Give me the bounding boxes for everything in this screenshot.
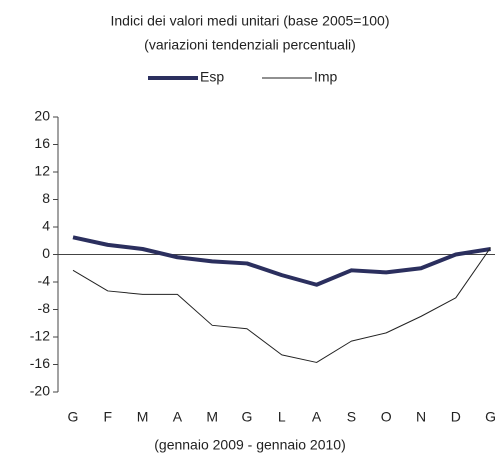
- legend-label: Esp: [200, 69, 224, 85]
- x-axis-label: (gennaio 2009 - gennaio 2010): [154, 437, 346, 453]
- y-tick-label: -12: [30, 328, 50, 344]
- x-tick-label: F: [104, 409, 113, 425]
- y-tick-label: -8: [38, 300, 51, 316]
- x-tick-label: G: [68, 409, 79, 425]
- x-tick-label: S: [347, 409, 356, 425]
- x-tick-label: O: [381, 409, 392, 425]
- y-tick-label: 16: [34, 135, 50, 151]
- x-tick-label: M: [137, 409, 149, 425]
- y-tick-label: -4: [38, 273, 51, 289]
- x-tick-label: G: [485, 409, 496, 425]
- x-tick-label: N: [416, 409, 426, 425]
- x-tick-label: G: [242, 409, 253, 425]
- y-tick-label: -20: [30, 383, 50, 399]
- y-tick-label: 12: [34, 163, 50, 179]
- y-tick-label: 4: [42, 218, 50, 234]
- chart-subtitle: (variazioni tendenziali percentuali): [144, 37, 356, 53]
- chart-title: Indici dei valori medi unitari (base 200…: [111, 13, 390, 29]
- y-tick-label: 0: [42, 245, 50, 261]
- y-tick-label: -16: [30, 355, 50, 371]
- y-tick-label: 20: [34, 108, 50, 124]
- x-tick-label: A: [312, 409, 322, 425]
- x-tick-label: M: [206, 409, 218, 425]
- series-line: [72, 235, 491, 287]
- series-line: [72, 247, 492, 363]
- x-tick-label: L: [278, 409, 286, 425]
- x-tick-label: A: [173, 409, 183, 425]
- legend-label: Imp: [314, 69, 338, 85]
- y-tick-label: 8: [42, 190, 50, 206]
- x-tick-label: D: [451, 409, 461, 425]
